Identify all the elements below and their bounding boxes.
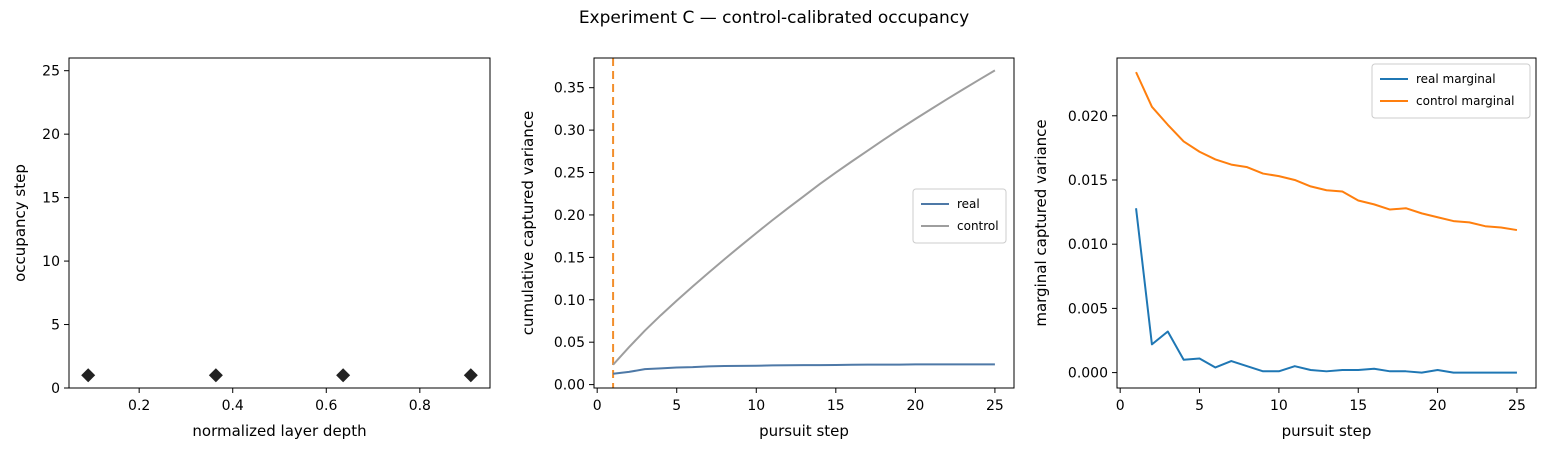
x-tick-label: 5 xyxy=(672,398,681,414)
series-line-real xyxy=(612,363,995,375)
x-tick-label: 15 xyxy=(827,398,845,414)
y-tick-label: 0.25 xyxy=(554,166,585,182)
y-tick-label: 20 xyxy=(42,127,60,143)
y-tick-label: 0 xyxy=(51,381,60,397)
y-tick-label: 0.00 xyxy=(554,378,585,394)
scatter-point xyxy=(463,368,478,383)
axes-frame xyxy=(68,57,491,389)
x-tick-label: 10 xyxy=(1270,398,1288,414)
x-tick-label: 0.4 xyxy=(222,398,244,414)
legend: real control xyxy=(912,188,1007,244)
x-tick-label: 25 xyxy=(1508,398,1526,414)
legend: real marginal control marginal xyxy=(1371,63,1531,119)
legend-label: real marginal xyxy=(1416,72,1496,86)
x-tick-label: 20 xyxy=(1429,398,1447,414)
y-tick-label: 15 xyxy=(42,191,60,207)
y-tick-label: 0.005 xyxy=(1068,301,1108,317)
y-tick-label: 0.000 xyxy=(1068,366,1108,382)
legend-label: control marginal xyxy=(1416,94,1514,108)
y-tick-label: 25 xyxy=(42,64,60,80)
y-tick-label: 0.15 xyxy=(554,250,585,266)
x-axis-label: pursuit step xyxy=(759,422,849,440)
chart-2: 0 5 10 15 20 25 0.00 0.05 0.10 0.15 0.20 0.25 0.30 0.… xyxy=(519,57,1015,440)
y-tick-label: 0.35 xyxy=(554,81,585,97)
figure-title: Experiment C — control-calibrated occupa… xyxy=(578,8,970,28)
y-tick-label: 0.30 xyxy=(554,123,585,139)
x-tick-label: 0.6 xyxy=(315,398,337,414)
axes-frame xyxy=(593,57,1015,389)
x-tick-label: 5 xyxy=(1195,398,1204,414)
scatter-point xyxy=(81,368,96,383)
x-tick-label: 20 xyxy=(906,398,924,414)
y-tick-label: 0.010 xyxy=(1068,237,1108,253)
x-tick-label: 0 xyxy=(593,398,602,414)
x-tick-label: 0 xyxy=(1116,398,1125,414)
y-axis-label: marginal captured variance xyxy=(1032,119,1050,326)
chart-1: 0.2 0.4 0.6 0.8 0 5 10 15 20 25 normalized layer d… xyxy=(11,57,491,440)
series-line-control xyxy=(612,69,996,366)
series-line-real-marginal xyxy=(1135,208,1517,374)
scatter-point xyxy=(208,368,223,383)
y-tick-label: 5 xyxy=(51,318,60,334)
scatter-point xyxy=(336,368,351,383)
legend-label: real xyxy=(957,197,980,211)
legend-label: control xyxy=(957,219,999,233)
x-tick-label: 0.2 xyxy=(128,398,150,414)
y-tick-label: 0.015 xyxy=(1068,173,1108,189)
x-tick-label: 25 xyxy=(986,398,1004,414)
x-axis-label: pursuit step xyxy=(1282,422,1372,440)
series-line-control-marginal xyxy=(1135,71,1518,232)
x-axis-label: normalized layer depth xyxy=(192,422,366,440)
y-axis-label: occupancy step xyxy=(11,164,29,282)
x-tick-label: 10 xyxy=(747,398,765,414)
y-axis-label: cumulative captured variance xyxy=(519,111,537,335)
x-tick-label: 15 xyxy=(1349,398,1367,414)
axes-frame xyxy=(1116,57,1537,389)
chart-3: 0 5 10 15 20 25 0.000 0.005 0.010 0.015 0.020 pursu… xyxy=(1032,57,1537,440)
plot-area xyxy=(1135,71,1518,374)
plot-area xyxy=(81,368,478,383)
y-tick-label: 10 xyxy=(42,254,60,270)
x-tick-label: 0.8 xyxy=(409,398,431,414)
y-tick-label: 0.20 xyxy=(554,208,585,224)
y-tick-label: 0.10 xyxy=(554,293,585,309)
y-tick-label: 0.05 xyxy=(554,335,585,351)
y-tick-label: 0.020 xyxy=(1068,109,1108,125)
plot-area xyxy=(612,58,996,388)
